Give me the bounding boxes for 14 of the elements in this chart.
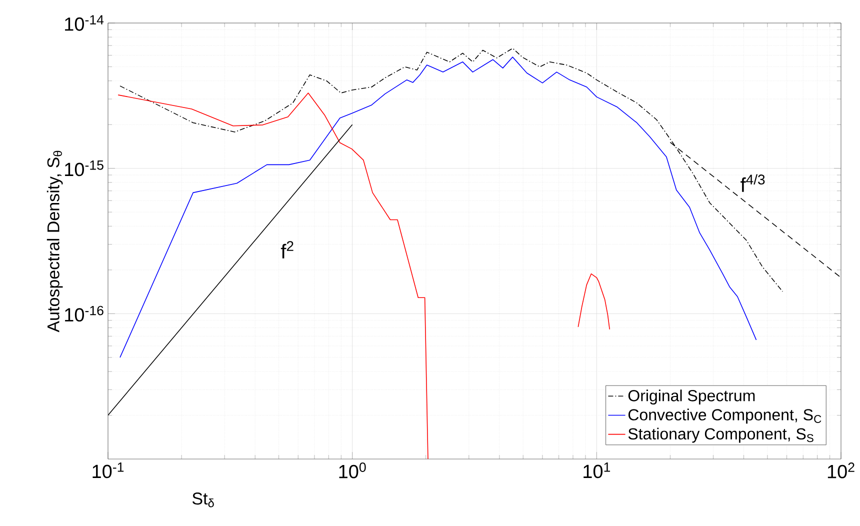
y-axis-title: Autospectral Density, S$_{θ}$ <box>46 150 63 332</box>
y-tick-label: 10$^{-16}$ <box>65 306 104 322</box>
y-tick-label: 10$^{-14}$ <box>65 15 104 31</box>
legend-label: Convective Component, S$_{C}$ <box>628 408 822 424</box>
annotation: f$^{4/3}$ <box>740 174 765 192</box>
x-axis-title: St$_{δ}$ <box>192 492 214 508</box>
x-tick-label: 10$^{-1}$ <box>92 462 124 478</box>
x-tick-label: 10$^{1}$ <box>584 462 610 478</box>
legend-label: Stationary Component, S$_{S}$ <box>628 428 814 443</box>
y-tick-label: 10$^{-15}$ <box>65 160 104 176</box>
annotation: f$^{2}$ <box>280 241 294 258</box>
legend-label: Original Spectrum <box>628 390 755 405</box>
x-tick-label: 10$^{0}$ <box>339 462 366 478</box>
x-tick-label: 10$^{2}$ <box>828 462 854 478</box>
